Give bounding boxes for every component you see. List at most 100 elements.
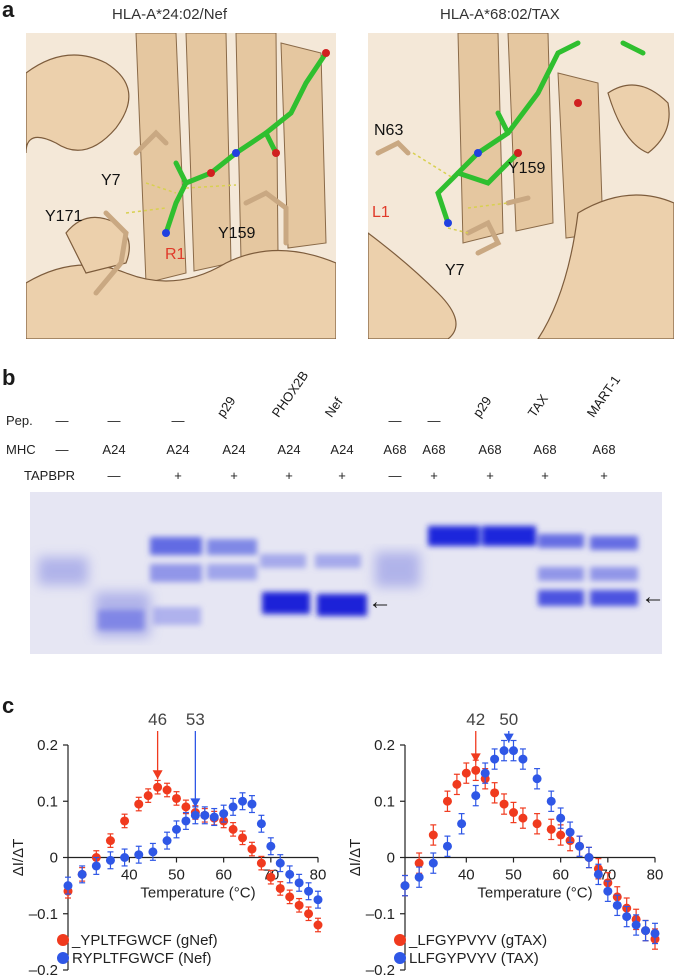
data-point: [471, 765, 481, 775]
x-tick-label: 60: [552, 867, 569, 884]
data-point: [105, 836, 115, 846]
data-point: [134, 850, 144, 860]
gel-arrow-left: ←: [368, 588, 392, 615]
lane-peptide-label: MART-1: [583, 372, 624, 420]
data-point: [91, 861, 101, 871]
peak-annotation-label: 46: [148, 710, 167, 729]
data-point: [428, 858, 438, 868]
lane-peptide-label: Nef: [321, 394, 346, 420]
data-point: [63, 881, 73, 891]
y-axis-label: ΔI/ΔT: [347, 839, 364, 877]
data-point: [532, 819, 542, 829]
data-point: [452, 779, 462, 789]
y-tick-label: 0.2: [374, 737, 395, 754]
residue-label-r1: R1: [165, 246, 186, 263]
legend-marker: [57, 934, 69, 946]
x-tick-label: 50: [168, 867, 185, 884]
data-point: [181, 816, 191, 826]
data-point: [565, 827, 575, 837]
residue-label-y7-left: Y7: [101, 172, 121, 189]
legend-label: _LFGYPVYV (gTAX): [408, 932, 547, 949]
lane-peptide-label: —: [171, 413, 185, 428]
data-point: [313, 920, 323, 930]
data-point: [148, 847, 158, 857]
data-point: [120, 816, 130, 826]
x-tick-label: 40: [458, 867, 475, 884]
data-point: [490, 788, 500, 798]
panel-b-letter: b: [2, 365, 16, 390]
x-tick-label: 60: [215, 867, 232, 884]
data-point: [499, 746, 509, 756]
x-tick-label: 40: [121, 867, 138, 884]
lane-mhc-label: A68: [422, 442, 446, 457]
data-point: [622, 912, 632, 922]
peak-annotation-arrowhead: [190, 798, 201, 808]
data-point: [77, 869, 87, 879]
residue-label-y159-left: Y159: [218, 225, 256, 242]
legend-marker: [394, 952, 406, 964]
data-point: [294, 900, 304, 910]
data-point: [171, 824, 181, 834]
data-point: [499, 799, 509, 809]
legend-label: RYPLTFGWCF (Nef): [72, 950, 211, 967]
lane-peptide-label: PHOX2B: [268, 368, 312, 420]
data-point: [650, 928, 660, 938]
data-point: [120, 853, 130, 862]
y-tick-label: 0.1: [374, 793, 395, 810]
row-label-tapbpr: TAPBPR: [24, 468, 76, 483]
data-point: [209, 812, 219, 822]
data-point: [641, 926, 651, 936]
y-tick-label: 0.2: [37, 737, 58, 754]
data-point: [228, 802, 238, 812]
lane-peptide-label: p29: [469, 393, 495, 420]
data-point: [143, 791, 153, 801]
structure-left-title: HLA-A*24:02/Nef: [112, 6, 228, 23]
data-point: [480, 768, 490, 778]
data-point: [238, 796, 248, 806]
data-point: [575, 841, 585, 851]
lane-mhc-label: A24: [102, 442, 126, 457]
data-point: [508, 808, 518, 817]
lane-peptide-label: —: [55, 413, 69, 428]
data-point: [228, 824, 238, 834]
data-point: [631, 920, 641, 930]
residue-label-l1: L1: [372, 204, 390, 221]
data-point: [313, 895, 323, 905]
data-point: [457, 819, 467, 829]
y-tick-label: 0.1: [37, 793, 58, 810]
legend-label: _YPLTFGWCF (gNef): [71, 932, 218, 949]
lane-mhc-label: A68: [478, 442, 502, 457]
row-label-pep: Pep.: [6, 413, 33, 428]
lane-mhc-label: —: [55, 442, 69, 457]
legend-marker: [394, 934, 406, 946]
peak-annotation-arrowhead: [152, 770, 163, 780]
peak-annotation-arrowhead: [470, 753, 481, 763]
data-point: [238, 833, 248, 843]
data-point: [593, 869, 603, 879]
data-point: [200, 810, 210, 820]
lane-tapbpr-label: +: [174, 468, 182, 483]
data-point: [266, 872, 276, 882]
data-point: [508, 746, 518, 756]
data-point: [414, 858, 424, 868]
x-tick-label: 80: [647, 867, 664, 884]
residue-label-n63: N63: [374, 122, 404, 139]
y-tick-label: –0.1: [366, 906, 395, 923]
data-point: [105, 855, 115, 865]
data-point: [532, 774, 542, 784]
data-point: [294, 878, 304, 888]
data-point: [490, 754, 500, 764]
lane-tapbpr-label: +: [230, 468, 238, 483]
data-point: [266, 841, 276, 851]
gel-image: [30, 492, 662, 654]
lane-mhc-label: A68: [592, 442, 616, 457]
panel-c-letter: c: [2, 693, 15, 718]
y-tick-label: –0.1: [29, 906, 58, 923]
data-point: [153, 782, 163, 792]
structure-right-title: HLA-A*68:02/TAX: [440, 6, 560, 23]
data-point: [171, 793, 181, 803]
lane-mhc-label: A24: [277, 442, 301, 457]
peak-annotation-arrowhead: [503, 733, 514, 743]
data-point: [442, 796, 452, 806]
